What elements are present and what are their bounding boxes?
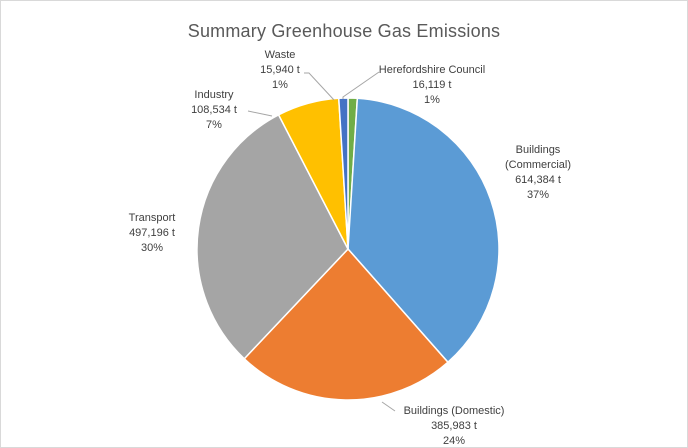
- data-label-waste: Waste 15,940 t 1%: [260, 49, 300, 91]
- pie-slice-transport: [196, 113, 349, 360]
- leader-line: [247, 110, 273, 117]
- data-label-transport: Transport 497,196 t 30%: [129, 212, 176, 254]
- data-label-buildings-commercial: Buildings (Commercial) 614,384 t 37%: [505, 144, 571, 201]
- leader-line: [304, 72, 335, 101]
- chart-title: Summary Greenhouse Gas Emissions: [187, 21, 501, 41]
- leader-line: [342, 71, 380, 99]
- pie-slice-buildings-domestic: [243, 247, 449, 401]
- leader-line: [381, 401, 396, 412]
- pie-slice-buildings-commercial: [347, 97, 500, 364]
- data-label-industry: Industry 108,534 t 7%: [191, 89, 237, 131]
- data-label-herefordshire-council: Herefordshire Council 16,119 t 1%: [379, 64, 485, 106]
- data-label-buildings-domestic: Buildings (Domestic) 385,983 t 24%: [404, 405, 505, 447]
